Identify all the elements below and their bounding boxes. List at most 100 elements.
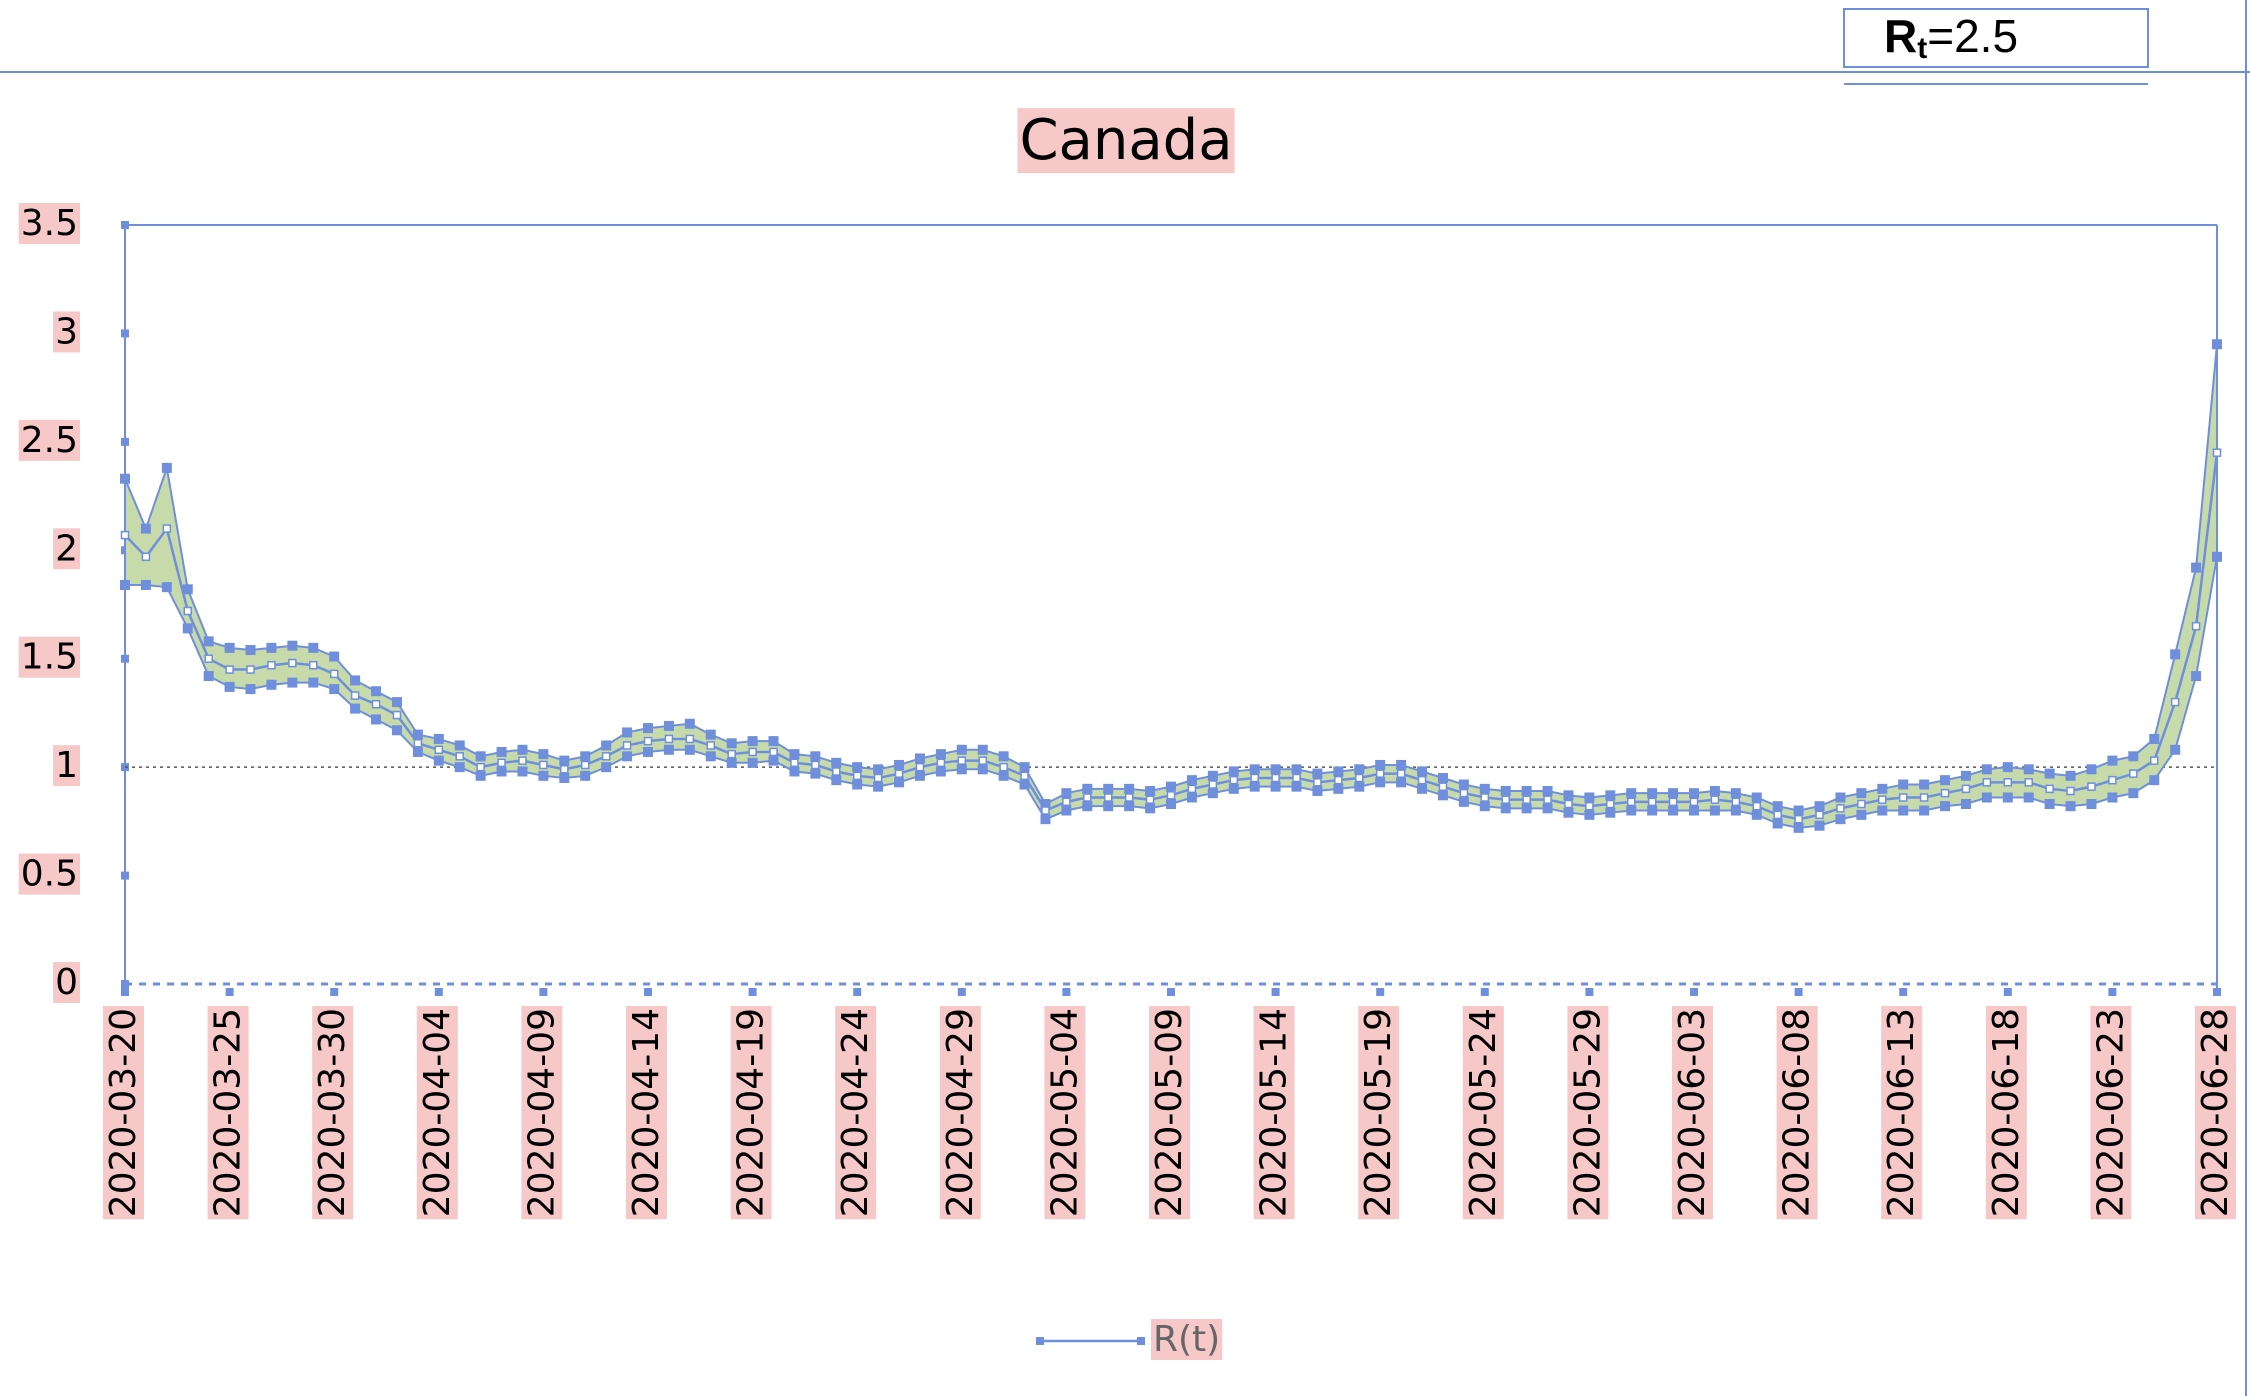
band-marker (873, 781, 884, 792)
band-marker (601, 762, 612, 773)
band-marker (684, 718, 695, 729)
band-marker (977, 764, 988, 775)
band-marker (852, 779, 863, 790)
band-marker (1019, 762, 1030, 773)
band-marker (894, 777, 905, 788)
band-marker (1709, 785, 1720, 796)
series-marker (392, 710, 402, 720)
series-marker (1313, 778, 1322, 787)
band-marker (1584, 792, 1595, 803)
x-tick (121, 988, 129, 996)
band-marker (1730, 805, 1741, 816)
x-tick (644, 988, 652, 996)
x-tick (1899, 988, 1908, 996)
band-marker (559, 755, 570, 766)
legend-marker (1137, 1337, 1145, 1345)
x-tick (1480, 988, 1489, 996)
series-marker (476, 762, 485, 772)
band-marker (140, 579, 151, 590)
band-marker (1040, 814, 1051, 825)
band-marker (977, 744, 988, 755)
y-tick (121, 437, 129, 446)
band-marker (2170, 744, 2181, 755)
band-marker (2065, 801, 2076, 812)
band-marker (1312, 768, 1323, 779)
series-marker (371, 700, 381, 709)
label-highlight (1881, 1006, 1923, 1220)
label-highlight (18, 636, 80, 678)
annotation-box[interactable] (1843, 8, 2149, 68)
band-marker (643, 723, 653, 734)
legend-marker (1036, 1337, 1044, 1345)
band-marker (2065, 770, 2076, 781)
label-highlight (1044, 1006, 1086, 1220)
x-tick (434, 988, 443, 996)
band-marker (433, 733, 444, 744)
band-marker (1375, 759, 1386, 770)
band-marker (1877, 783, 1888, 794)
band-marker (1981, 764, 1992, 775)
band-marker (1124, 801, 1135, 812)
band-marker (1333, 766, 1344, 777)
series-marker (748, 747, 757, 757)
band-marker (1270, 781, 1281, 792)
label-highlight (1358, 1006, 1400, 1220)
band-marker (580, 751, 591, 762)
label-highlight (18, 203, 80, 244)
x-tick (2108, 988, 2117, 996)
series-marker (1020, 771, 1029, 781)
series-marker (1229, 775, 1239, 785)
band-marker (747, 757, 758, 768)
y-tick (121, 329, 129, 338)
band-marker (287, 677, 298, 688)
band-marker (2170, 649, 2181, 660)
band-marker (1563, 790, 1574, 801)
band-marker (2002, 762, 2013, 773)
band-marker (1521, 803, 1532, 814)
series-marker (1857, 799, 1866, 809)
band-marker (789, 766, 800, 777)
series-marker (936, 758, 946, 768)
band-marker (2128, 751, 2139, 762)
x-tick-label: 2020-05-09 (1149, 1008, 1190, 1217)
band-marker (1626, 805, 1637, 816)
series-marker (1145, 795, 1155, 804)
x-tick-label: 2020-05-04 (1044, 1008, 1085, 1217)
band-marker (1166, 799, 1176, 810)
band-marker (2107, 755, 2118, 766)
band-marker (1500, 785, 1511, 796)
series-marker (1982, 778, 1992, 787)
annotation: Rt=2.5 (1884, 10, 2018, 65)
band-marker (1249, 764, 1260, 775)
series-marker (1083, 793, 1092, 802)
label-highlight (730, 1006, 772, 1220)
label-highlight (1017, 108, 1235, 174)
series-marker (999, 762, 1008, 772)
band-marker (1940, 775, 1951, 786)
band-marker (1291, 781, 1302, 792)
band-marker (768, 755, 779, 766)
x-tick-label: 2020-06-08 (1777, 1008, 1818, 1217)
band-marker (308, 677, 319, 688)
series-marker (309, 660, 318, 670)
chart-title: Canada (1019, 108, 1232, 173)
series-marker (769, 747, 778, 757)
label-highlight (1985, 1006, 2027, 1220)
series-marker (1480, 793, 1490, 802)
series-marker (2024, 778, 2033, 787)
band-marker (454, 762, 465, 773)
series-marker (2087, 782, 2096, 791)
band-marker (245, 684, 256, 695)
series-marker (497, 758, 506, 768)
series-marker (518, 756, 527, 765)
series-marker (852, 771, 862, 781)
label-highlight (18, 419, 80, 461)
band-marker (1856, 788, 1867, 799)
series-marker (706, 741, 716, 750)
y-tick (121, 654, 129, 663)
band-marker (1228, 766, 1239, 777)
series-marker (2149, 756, 2159, 765)
y-tick-label: 0 (55, 962, 78, 1003)
x-tick-label: 2020-04-19 (731, 1008, 772, 1217)
band-marker (1647, 805, 1658, 816)
